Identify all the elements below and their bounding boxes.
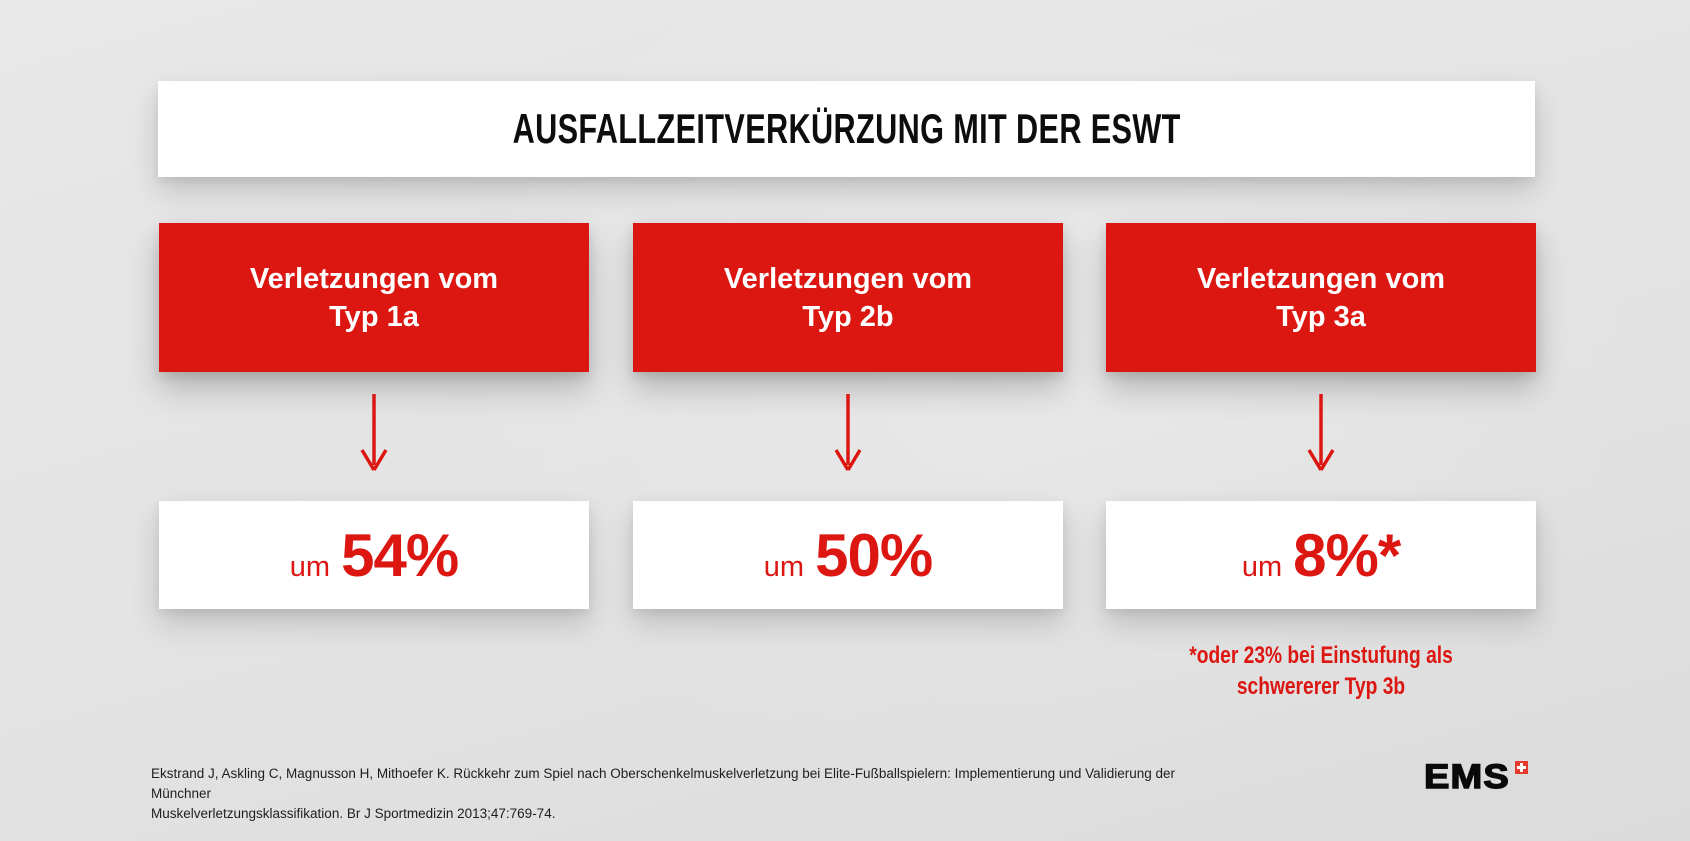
down-arrow-icon — [834, 394, 862, 471]
injury-label-line1: Verletzungen vom — [249, 262, 499, 295]
injury-type-label: Verletzungen vom Typ 3a — [1197, 260, 1445, 336]
injury-type-label: Verletzungen vom Typ 2b — [724, 260, 972, 336]
swiss-cross-icon — [1514, 761, 1528, 774]
reduction-box-3a: um 8%* — [1106, 501, 1536, 609]
page-title: AUSFALLZEITVERKÜRZUNG MIT DER ESWT — [512, 105, 1181, 152]
injury-label-line2: Typ 1a — [329, 300, 419, 333]
footnote: *oder 23% bei Einstufung als schwererer … — [1106, 640, 1536, 702]
down-arrow-icon — [360, 394, 388, 471]
ems-logo: EMS — [1423, 758, 1528, 796]
footnote-text: *oder 23% bei Einstufung als schwererer … — [1149, 640, 1493, 702]
citation-line1: Ekstrand J, Askling C, Magnusson H, Mith… — [151, 766, 1175, 801]
reduction-box-1a: um 54% — [159, 501, 589, 609]
injury-label-line1: Verletzungen vom — [1196, 262, 1446, 295]
injury-type-label: Verletzungen vom Typ 1a — [250, 260, 498, 336]
reduction-prefix: um — [1241, 550, 1283, 583]
footnote-line1: *oder 23% bei Einstufung als — [1189, 642, 1453, 669]
reduction-value: 8%* — [1293, 521, 1401, 589]
title-card: AUSFALLZEITVERKÜRZUNG MIT DER ESWT — [158, 81, 1535, 177]
reduction-text: um 8%* — [1241, 521, 1401, 590]
reduction-prefix: um — [289, 550, 331, 583]
injury-label-line1: Verletzungen vom — [723, 262, 973, 295]
citation: Ekstrand J, Askling C, Magnusson H, Mith… — [151, 764, 1201, 824]
injury-type-box-1a: Verletzungen vom Typ 1a — [159, 223, 589, 372]
injury-label-line2: Typ 2b — [802, 300, 894, 333]
reduction-prefix: um — [763, 550, 805, 583]
injury-type-box-2b: Verletzungen vom Typ 2b — [633, 223, 1063, 372]
injury-type-box-3a: Verletzungen vom Typ 3a — [1106, 223, 1536, 372]
reduction-text: um 50% — [763, 521, 933, 590]
down-arrow-icon — [1307, 394, 1335, 471]
reduction-value: 50% — [815, 521, 933, 589]
ems-logo-text: EMS — [1423, 758, 1510, 796]
reduction-box-2b: um 50% — [633, 501, 1063, 609]
reduction-value: 54% — [341, 521, 459, 589]
citation-line2: Muskelverletzungsklassifikation. Br J Sp… — [151, 806, 556, 821]
footnote-line2: schwererer Typ 3b — [1236, 673, 1406, 700]
injury-label-line2: Typ 3a — [1276, 300, 1366, 333]
reduction-text: um 54% — [289, 521, 459, 590]
